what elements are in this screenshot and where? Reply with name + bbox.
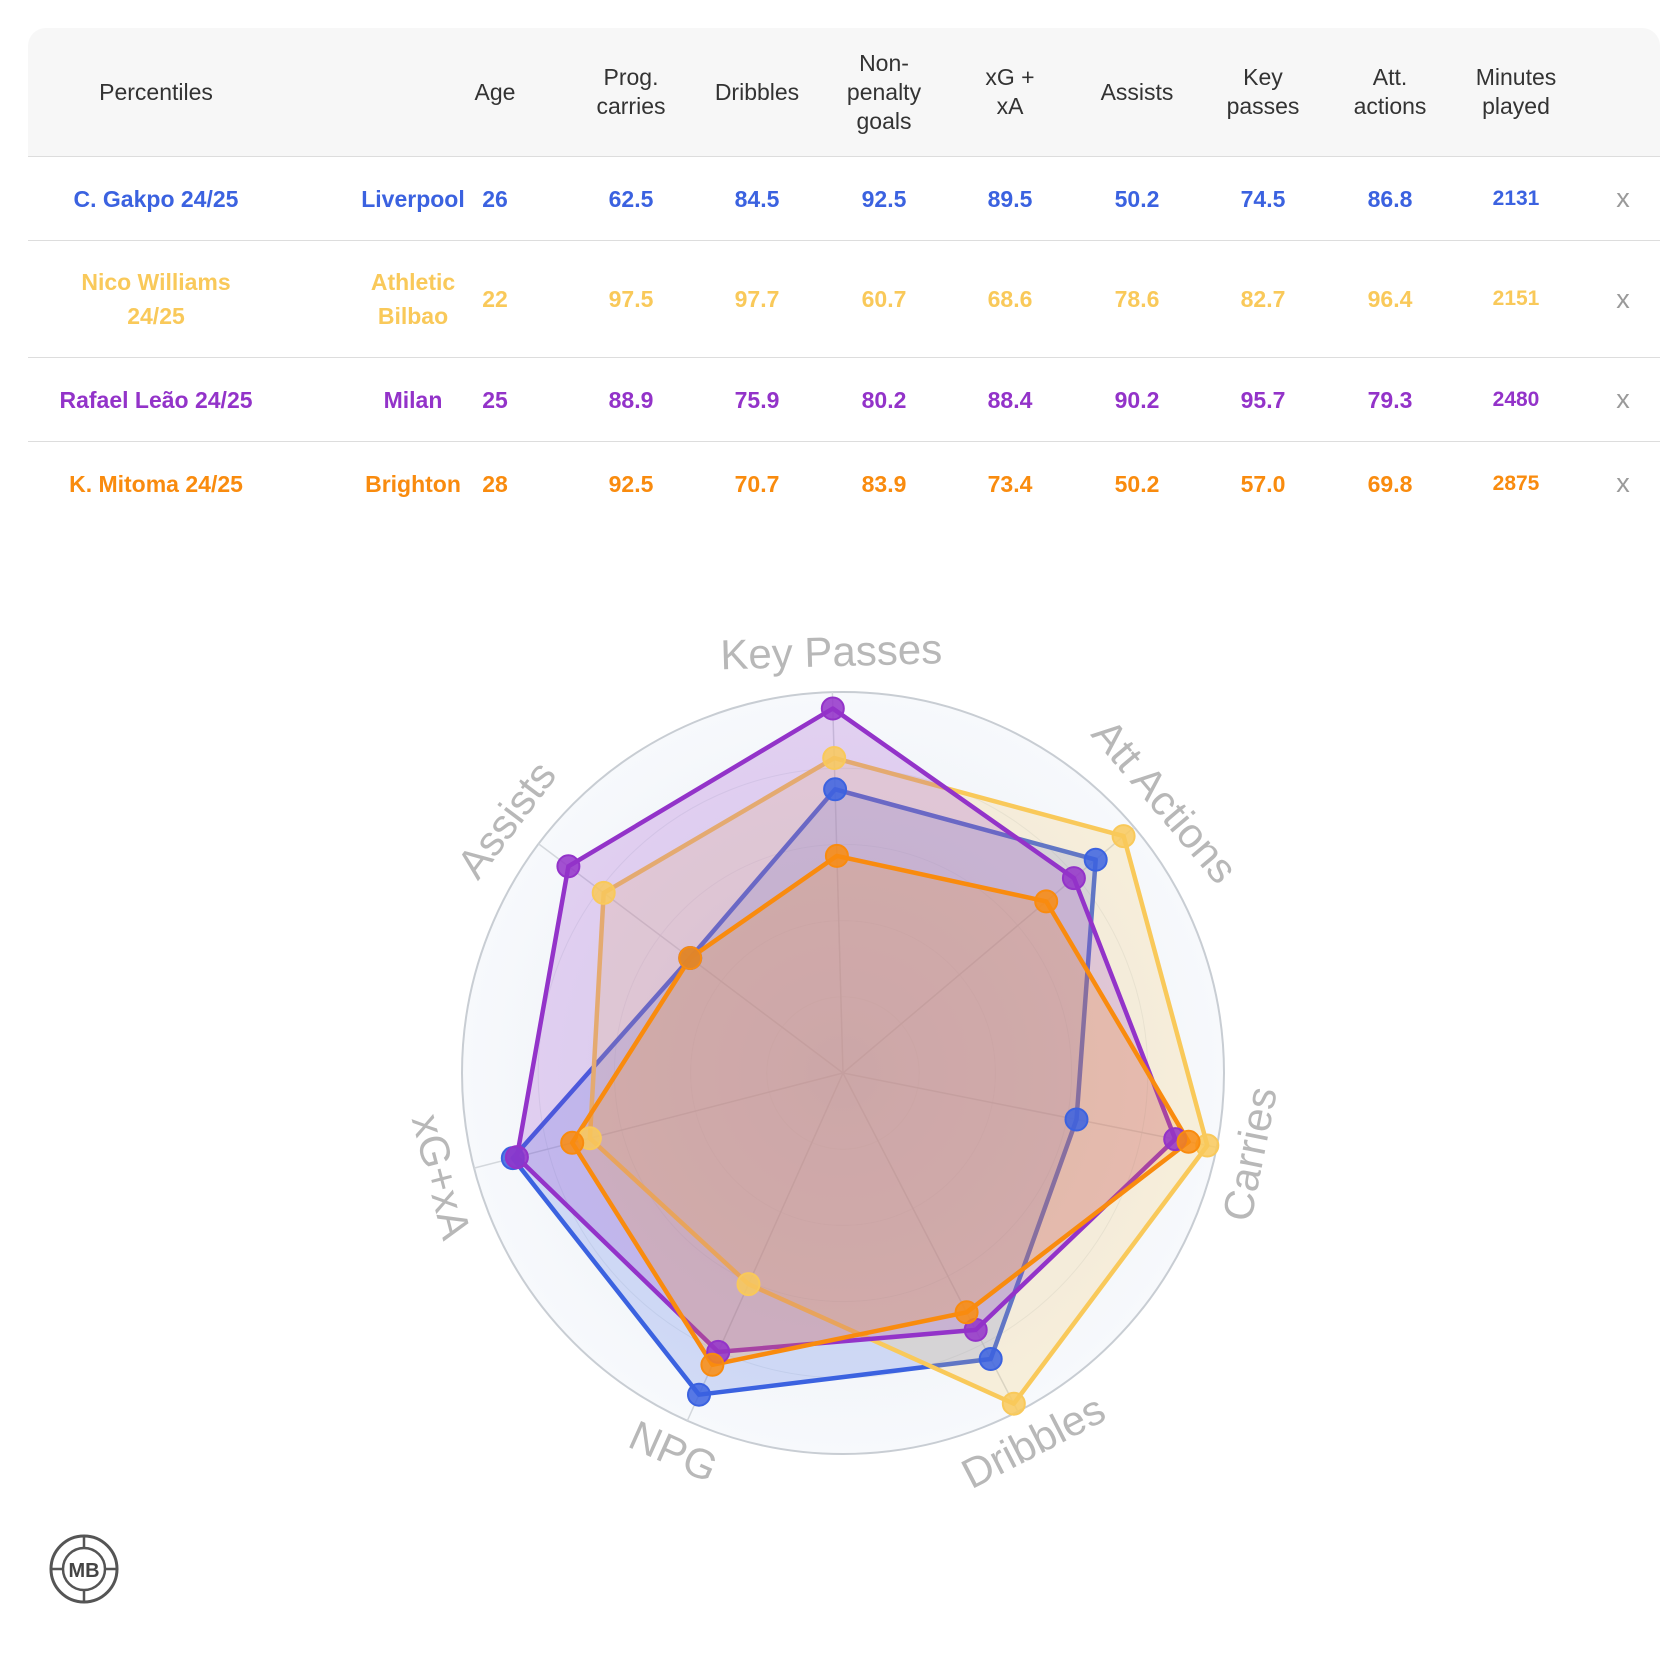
assists-value: 50.2	[1114, 470, 1160, 497]
radar-point	[556, 854, 581, 879]
minutes-value: 2480	[1492, 387, 1540, 411]
prog-carries-value: 62.5	[608, 185, 654, 212]
radar-point	[1083, 847, 1108, 872]
key-passes-value: 74.5	[1240, 185, 1286, 212]
radar-point	[591, 880, 616, 905]
radar-point	[1061, 866, 1086, 891]
mb-logo: MB	[48, 1533, 120, 1605]
radar-point	[1034, 889, 1059, 914]
radar-point	[1064, 1107, 1089, 1132]
radar-series-3	[514, 706, 1178, 1355]
minutes-value: 2151	[1492, 287, 1540, 310]
assists-value: 78.6	[1114, 286, 1160, 312]
att-actions-value: 79.3	[1367, 386, 1413, 413]
radar-point	[700, 1352, 725, 1377]
radar-point	[820, 696, 845, 721]
svg-text:MB: MB	[68, 1560, 99, 1582]
radar-point	[1111, 824, 1136, 849]
radar-point	[736, 1272, 761, 1297]
dribbles-value: 84.5	[734, 185, 780, 212]
xgxa-value: 88.4	[987, 386, 1033, 413]
radar-point	[504, 1145, 529, 1170]
remove-row-button[interactable]: x	[1616, 283, 1630, 314]
radar-point	[978, 1347, 1003, 1371]
minutes-value: 2131	[1492, 186, 1540, 210]
age-value: 28	[482, 470, 508, 497]
player-name: K. Mitoma 24/25	[69, 470, 243, 497]
table-row: C. Gakpo 24/25 Liverpool 26 62.5 84.5 92…	[28, 157, 1660, 241]
remove-row-button[interactable]: x	[1616, 183, 1630, 213]
club-name: Brighton	[365, 470, 461, 497]
comparison-table: Percentiles Age Prog. carries Dribbles No…	[28, 28, 1660, 525]
header-age: Age	[474, 78, 516, 105]
header-key-passes: Key passes	[1226, 64, 1300, 119]
radar-point	[1001, 1391, 1026, 1416]
age-value: 25	[482, 386, 508, 413]
xgxa-value: 73.4	[987, 470, 1033, 497]
dribbles-value: 75.9	[734, 386, 780, 413]
radar-axis-label: Carries	[1213, 1083, 1286, 1225]
assists-value: 50.2	[1114, 185, 1160, 212]
header-npg: Non-penalty goals	[846, 49, 922, 134]
radar-point	[954, 1300, 979, 1325]
prog-carries-value: 92.5	[608, 470, 654, 497]
key-passes-value: 95.7	[1240, 386, 1286, 413]
age-value: 26	[482, 185, 508, 212]
radar-point	[560, 1130, 585, 1155]
radar-point	[687, 1382, 711, 1407]
radar-point	[678, 946, 703, 970]
club-name: Milan	[383, 386, 443, 413]
club-name: Athletic Bilbao	[370, 269, 456, 329]
table-header: Percentiles Age Prog. carries Dribbles No…	[28, 28, 1660, 157]
radar-spoke	[842, 1072, 1217, 1149]
age-value: 22	[482, 286, 508, 312]
prog-carries-value: 97.5	[608, 286, 654, 312]
radar-spoke	[842, 826, 1135, 1074]
npg-value: 92.5	[861, 185, 907, 212]
radar-point	[1176, 1129, 1201, 1154]
remove-row-button[interactable]: x	[1616, 468, 1630, 498]
table-row: Rafael Leão 24/25 Milan 25 88.9 75.9 80.…	[28, 358, 1660, 442]
radar-series-4	[569, 853, 1191, 1368]
radar-point	[822, 746, 847, 770]
club-name: Liverpool	[361, 185, 465, 212]
table-row: K. Mitoma 24/25 Brighton 28 92.5 70.7 83…	[28, 442, 1660, 525]
xgxa-value: 68.6	[987, 286, 1033, 312]
npg-value: 60.7	[861, 286, 907, 312]
radar-spoke	[473, 1072, 844, 1169]
key-passes-value: 57.0	[1240, 470, 1286, 497]
header-minutes: Minutes played	[1475, 64, 1557, 119]
radar-point	[824, 843, 849, 868]
dribbles-value: 97.7	[734, 286, 780, 312]
header-assists: Assists	[1100, 78, 1174, 105]
dribbles-value: 70.7	[734, 470, 780, 497]
remove-row-button[interactable]: x	[1616, 384, 1630, 414]
header-att-actions: Att. actions	[1353, 64, 1427, 119]
prog-carries-value: 88.9	[608, 386, 654, 413]
radar-point	[823, 777, 848, 802]
radar-grid-ring	[690, 920, 996, 1226]
att-actions-value: 96.4	[1367, 286, 1413, 312]
radar-axis-label: Key Passes	[720, 625, 943, 678]
table-row: Nico Williams 24/25 Athletic Bilbao 22 9…	[28, 241, 1660, 358]
player-name: Nico Williams 24/25	[81, 269, 231, 329]
player-name: C. Gakpo 24/25	[73, 185, 239, 212]
player-name: Rafael Leão 24/25	[59, 386, 253, 413]
xgxa-value: 89.5	[987, 185, 1033, 212]
minutes-value: 2875	[1492, 471, 1540, 495]
att-actions-value: 86.8	[1367, 185, 1413, 212]
npg-value: 83.9	[861, 470, 907, 497]
npg-value: 80.2	[861, 386, 907, 413]
assists-value: 90.2	[1114, 386, 1160, 413]
key-passes-value: 82.7	[1240, 286, 1286, 312]
header-dribbles: Dribbles	[714, 78, 800, 105]
header-prog-carries: Prog. carries	[596, 64, 666, 119]
header-percentiles: Percentiles	[99, 78, 213, 105]
radar-series-1	[510, 787, 1098, 1397]
header-xgxa: xG + xA	[985, 64, 1035, 119]
radar-grid-ring	[766, 996, 920, 1150]
att-actions-value: 69.8	[1367, 470, 1413, 497]
